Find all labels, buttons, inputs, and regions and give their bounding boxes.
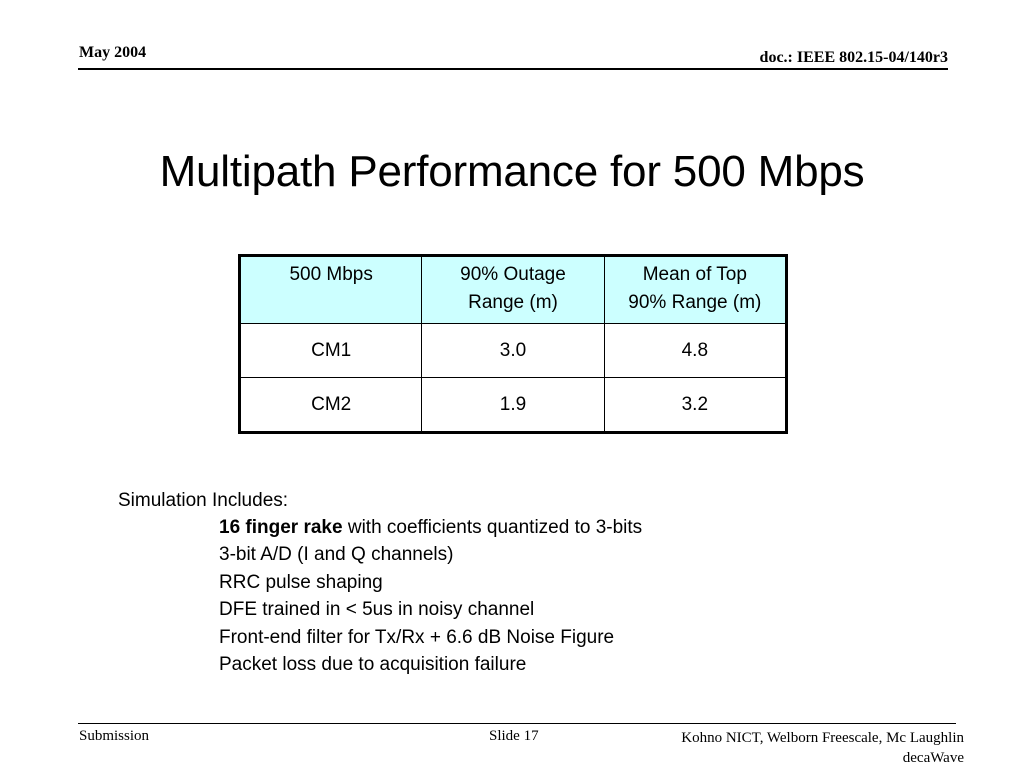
list-item: RRC pulse shaping bbox=[219, 571, 383, 593]
cell-outage-range: 1.9 bbox=[421, 377, 605, 433]
column-header-mean-range: Mean of Top 90% Range (m) bbox=[603, 255, 788, 324]
header-doc-id: doc.: IEEE 802.15-04/140r3 bbox=[759, 49, 948, 66]
list-item: Packet loss due to acquisition failure bbox=[219, 654, 527, 676]
table-header-row: 500 Mbps 90% Outage Range (m) Mean of To… bbox=[238, 255, 788, 324]
cell-outage-range: 3.0 bbox=[421, 323, 605, 378]
cell-mean-range: 3.2 bbox=[603, 377, 788, 433]
cell-mean-range: 4.8 bbox=[603, 323, 788, 378]
footer-authors-line1: Kohno NICT, Welborn Freescale, Mc Laughl… bbox=[681, 730, 964, 746]
footer-slide-number: Slide 17 bbox=[489, 728, 539, 744]
table-row: CM1 3.0 4.8 bbox=[238, 323, 788, 378]
cell-channel: CM1 bbox=[238, 323, 423, 378]
footer-submission: Submission bbox=[79, 728, 150, 744]
list-item: Front-end filter for Tx/Rx + 6.6 dB Nois… bbox=[219, 626, 615, 648]
header-date: May 2004 bbox=[79, 44, 147, 61]
cell-channel: CM2 bbox=[238, 377, 423, 433]
slide-title: Multipath Performance for 500 Mbps bbox=[159, 147, 865, 196]
list-item: DFE trained in < 5us in noisy channel bbox=[219, 599, 535, 621]
simulation-list: 16 finger rake with coefficients quantiz… bbox=[219, 514, 642, 678]
column-header-mode: 500 Mbps bbox=[238, 255, 423, 324]
footer-authors-line2: decaWave bbox=[902, 750, 964, 766]
column-header-outage-range: 90% Outage Range (m) bbox=[421, 255, 605, 324]
table-row: CM2 1.9 3.2 bbox=[238, 377, 788, 433]
footer-authors: Kohno NICT, Welborn Freescale, Mc Laughl… bbox=[681, 728, 964, 768]
list-item: 3-bit A/D (I and Q channels) bbox=[219, 544, 454, 566]
footer-divider bbox=[78, 723, 956, 724]
header-divider bbox=[78, 68, 948, 70]
list-item: 16 finger rake with coefficients quantiz… bbox=[219, 517, 643, 538]
simulation-intro: Simulation Includes: bbox=[118, 490, 289, 511]
performance-table: 500 Mbps 90% Outage Range (m) Mean of To… bbox=[238, 254, 788, 434]
